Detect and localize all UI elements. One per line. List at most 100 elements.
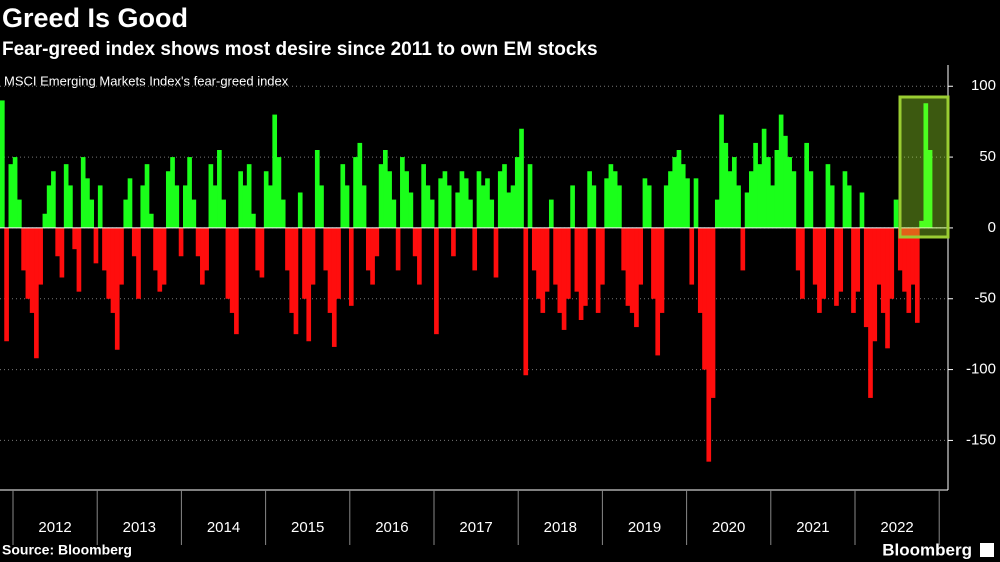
bar	[812, 227, 818, 285]
bar	[425, 185, 431, 228]
bar	[651, 227, 656, 299]
plot: 100 50 0 -50 -100 -150 2012 2013 2014 2015 2016 201…	[0, 65, 996, 545]
bar	[251, 213, 256, 228]
bar	[468, 199, 473, 228]
bar	[506, 192, 512, 228]
axis-label: MSCI Emerging Markets Index's fear-greed…	[4, 73, 289, 88]
x-tick-label: 2017	[459, 519, 492, 536]
bar	[804, 142, 809, 228]
bar	[187, 157, 192, 228]
chart-subtitle: Fear-greed index shows most desire since…	[2, 39, 598, 60]
bar	[387, 171, 392, 228]
bar	[8, 164, 14, 228]
bar	[578, 227, 584, 320]
bar	[851, 227, 856, 313]
bar	[191, 199, 197, 228]
bar	[519, 128, 524, 228]
bar	[880, 227, 886, 313]
bar	[587, 171, 592, 228]
bar	[238, 171, 243, 228]
bar	[217, 150, 222, 228]
bar	[174, 185, 180, 228]
bar	[655, 227, 661, 356]
bar	[361, 185, 367, 228]
bar	[310, 227, 316, 285]
bar	[685, 178, 690, 228]
bar	[268, 185, 273, 228]
bar	[204, 227, 209, 271]
bar	[319, 185, 324, 228]
bar	[157, 227, 163, 292]
bar	[480, 185, 486, 228]
x-tick-label: 2015	[291, 519, 324, 536]
bar	[757, 164, 763, 228]
bar	[710, 227, 716, 398]
bar	[672, 157, 678, 228]
bar	[574, 227, 580, 292]
y-tick-label: 50	[979, 148, 996, 165]
bar	[876, 227, 882, 285]
bar	[374, 227, 380, 257]
bar	[80, 157, 86, 228]
bar	[259, 227, 265, 278]
bar	[668, 171, 673, 228]
chart-title: Greed Is Good	[2, 3, 188, 33]
bar	[536, 227, 541, 299]
bar	[153, 227, 158, 271]
bar	[502, 164, 507, 228]
bar	[55, 227, 60, 257]
bar	[357, 142, 363, 228]
bar	[234, 227, 239, 335]
bar	[68, 185, 73, 228]
bar	[42, 213, 48, 228]
bar	[548, 199, 554, 228]
bar	[93, 227, 99, 264]
bar	[148, 213, 154, 228]
bar	[455, 192, 461, 228]
bar	[744, 192, 750, 228]
bar	[689, 227, 695, 285]
bar	[306, 227, 312, 342]
bar	[753, 142, 758, 228]
bar	[383, 150, 388, 228]
bar	[442, 171, 448, 228]
brand-icon	[980, 543, 994, 557]
bar	[897, 227, 903, 271]
bar	[557, 227, 563, 313]
bar	[846, 185, 852, 228]
bar	[497, 171, 503, 228]
bar	[34, 227, 39, 359]
bar	[489, 199, 495, 228]
bar	[46, 185, 52, 228]
x-tick-label: 2021	[796, 519, 829, 536]
bar	[885, 227, 890, 349]
highlight-box	[898, 95, 950, 239]
bar	[285, 227, 290, 271]
bar	[774, 150, 780, 228]
bar	[659, 227, 665, 313]
bar	[459, 171, 465, 228]
bar	[76, 227, 82, 292]
bar	[327, 227, 333, 313]
x-tick-label: 2013	[123, 519, 156, 536]
bar	[642, 178, 648, 228]
bar	[434, 227, 439, 335]
bar	[625, 227, 631, 306]
bar	[523, 227, 529, 376]
bar	[485, 178, 490, 228]
bar	[421, 164, 426, 228]
bar	[408, 192, 414, 228]
bar	[429, 199, 435, 228]
bar	[110, 227, 116, 313]
bar	[821, 227, 827, 299]
bar	[225, 227, 231, 299]
y-tick-label: 0	[988, 219, 996, 236]
bar	[106, 227, 112, 299]
bar	[272, 114, 278, 228]
bar	[693, 178, 699, 228]
bar	[842, 171, 848, 228]
bar	[289, 227, 295, 313]
bar	[123, 199, 129, 228]
x-tick-label: 2012	[38, 519, 71, 536]
